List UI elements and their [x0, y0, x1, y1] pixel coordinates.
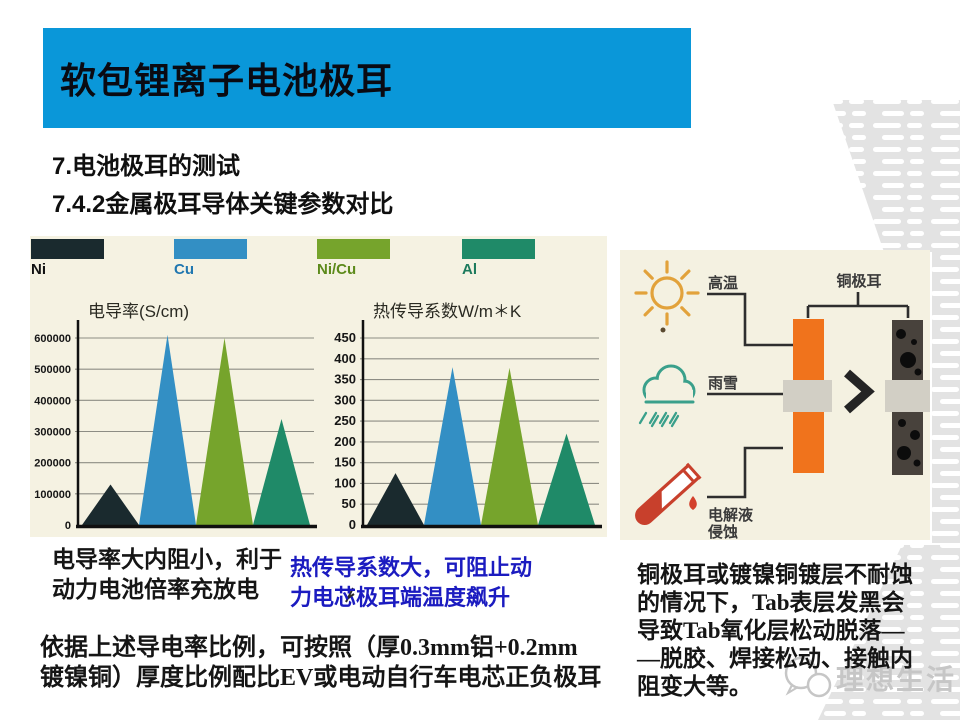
greater-than-icon — [844, 369, 875, 414]
note-conductivity-line1: 电导率大内阻小，利于 — [52, 547, 282, 572]
label-copper-tab: 铜极耳 — [836, 272, 881, 290]
test-tube-icon — [635, 462, 702, 525]
note-conductivity: 电导率大内阻小，利于 动力电池倍率充放电 — [52, 545, 282, 605]
label-high-temp: 高温 — [708, 274, 738, 292]
y-tick-label: 50 — [342, 496, 356, 511]
note-corrosion: 铜极耳或镀镍铜镀层不耐蚀 的情况下，Tab表层发黑会 导致Tab氧化层松动脱落—… — [637, 561, 913, 701]
y-tick-label: 100 — [334, 475, 356, 490]
triangle-Ni — [82, 484, 139, 525]
y-tick-label: 300 — [334, 392, 356, 407]
legend-label-cu: Cu — [174, 261, 194, 278]
triangle-Al — [253, 419, 310, 525]
legend-label-nicu: Ni/Cu — [317, 261, 357, 278]
y-tick-label: 200 — [334, 434, 356, 449]
legend-item-ni: Ni — [31, 239, 104, 278]
label-rain-snow: 雨雪 — [708, 375, 738, 392]
note-corrosion-line3: 导致Tab氧化层松动脱落— — [637, 618, 905, 643]
tab-corrosion-diagram-panel: 高温 雨雪 — [620, 250, 933, 541]
chart-title: 电导率(S/cm) — [88, 302, 189, 321]
y-tick-label: 400000 — [34, 395, 71, 407]
comparison-chart-panel: Ni Cu Ni/Cu Al 0 100000 200000 300000 400000… — [30, 236, 607, 603]
copper-tab-bracket — [806, 292, 910, 318]
triangle-Al — [538, 433, 595, 525]
legend-swatch-al — [462, 239, 535, 259]
legend-swatch-ni — [31, 239, 104, 259]
legend-item-nicu: Ni/Cu — [317, 239, 390, 278]
note-thermal-line1: 热传导系数大，可阻止动 — [290, 555, 533, 580]
y-tick-label: 300000 — [34, 427, 71, 439]
legend-swatch-cu — [174, 239, 247, 259]
seal-band-right — [885, 380, 933, 412]
note-conductivity-line2: 动力电池倍率充放电 — [52, 577, 259, 602]
sun-drip-dot — [660, 327, 666, 333]
note-corrosion-line4: —脱胶、焊接松动、接触内 — [637, 646, 913, 671]
y-tick-label: 500000 — [34, 364, 71, 376]
chart-title: 热传导系数W/m＊K — [373, 302, 522, 321]
legend-label-ni: Ni — [31, 261, 46, 278]
tab-corrosion-diagram: 高温 雨雪 — [634, 260, 933, 541]
connector-high-temp — [707, 292, 793, 347]
note-ratio-line2: 镀镍铜）厚度比例配比EV或电动自行车电芯正负极耳 — [40, 665, 602, 691]
sun-icon — [634, 260, 700, 326]
note-thermal: 热传导系数大，可阻止动 力电芯极耳端温度飙升 — [290, 553, 532, 613]
subsection-heading: 7.4.2金属极耳导体关键参数对比 — [52, 191, 394, 218]
note-thermal-line2: 力电芯极耳端温度飙升 — [290, 585, 511, 610]
y-tick-label: 250 — [334, 413, 356, 428]
ink-mark — [345, 587, 355, 603]
y-tick-label: 400 — [334, 351, 356, 366]
y-tick-label: 350 — [334, 372, 356, 387]
y-tick-label: 0 — [349, 517, 356, 532]
legend-item-al: Al — [462, 239, 535, 278]
section-heading: 7.电池极耳的测试 — [52, 153, 241, 180]
droplet-icon — [689, 496, 697, 510]
y-tick-label: 450 — [334, 330, 356, 345]
legend-item-cu: Cu — [174, 239, 247, 278]
triangle-Cu — [139, 334, 196, 525]
slide-header: 软包锂离子电池极耳 — [43, 28, 691, 128]
note-corrosion-line1: 铜极耳或镀镍铜镀层不耐蚀 — [637, 562, 913, 587]
thermal-chart: 0 50 100 150 200 250 300 350 400 450 热传导系数W/m＊K — [334, 302, 602, 532]
y-tick-label: 150 — [334, 455, 356, 470]
rain-cloud-icon — [638, 364, 696, 428]
y-tick-label: 0 — [65, 520, 71, 532]
label-electrolyte: 电解液 — [708, 506, 754, 524]
triangle-Ni/Cu — [481, 367, 538, 525]
y-tick-label: 100000 — [34, 489, 71, 501]
note-corrosion-line5: 阻变大等。 — [637, 674, 752, 699]
triangle-Ni — [367, 473, 424, 525]
y-tick-label: 200000 — [34, 458, 71, 470]
y-tick-label: 600000 — [34, 333, 71, 345]
triangle-Cu — [424, 367, 481, 525]
legend-label-al: Al — [462, 261, 477, 278]
note-ratio: 依据上述导电率比例，可按照（厚0.3mm铝+0.2mm 镀镍铜）厚度比例配比EV… — [40, 633, 601, 693]
note-ratio-line1: 依据上述导电率比例，可按照（厚0.3mm铝+0.2mm — [40, 635, 578, 661]
label-corrosion: 侵蚀 — [707, 523, 738, 540]
triangle-Ni/Cu — [196, 338, 253, 525]
page-title: 软包锂离子电池极耳 — [60, 61, 394, 101]
seal-band-left — [783, 380, 832, 412]
connector-electrolyte — [707, 446, 783, 499]
legend-swatch-nicu — [317, 239, 390, 259]
conductivity-chart: 0 100000 200000 300000 400000 500000 600000 电导率… — [34, 302, 317, 532]
note-corrosion-line2: 的情况下，Tab表层发黑会 — [637, 590, 905, 615]
